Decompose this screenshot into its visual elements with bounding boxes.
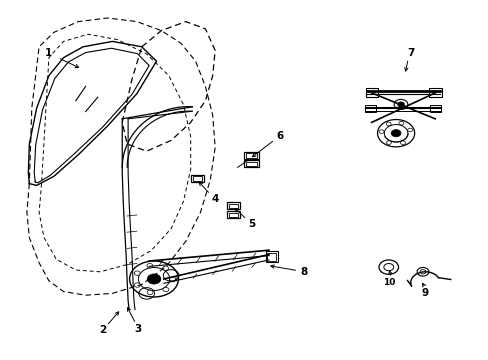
Circle shape <box>163 266 168 270</box>
Text: 4: 4 <box>211 194 219 204</box>
Text: 10: 10 <box>382 279 394 287</box>
Circle shape <box>146 264 152 268</box>
Circle shape <box>397 102 404 107</box>
Bar <box>265 251 277 262</box>
Circle shape <box>147 274 161 284</box>
Circle shape <box>378 130 383 134</box>
Circle shape <box>378 260 398 274</box>
Bar <box>244 152 259 159</box>
Text: 3: 3 <box>135 324 142 334</box>
Bar <box>227 211 239 218</box>
Circle shape <box>169 277 175 281</box>
Text: 6: 6 <box>276 131 283 141</box>
Text: 8: 8 <box>300 267 307 277</box>
Circle shape <box>134 283 140 287</box>
Bar <box>365 88 377 97</box>
Bar <box>228 204 237 208</box>
Circle shape <box>386 122 390 126</box>
Text: 5: 5 <box>248 219 255 229</box>
Bar <box>228 213 237 217</box>
Bar <box>428 88 441 97</box>
Circle shape <box>416 267 428 276</box>
Circle shape <box>390 130 400 137</box>
Circle shape <box>163 287 168 292</box>
Circle shape <box>398 121 403 125</box>
Text: 9: 9 <box>421 288 428 298</box>
Circle shape <box>147 290 153 294</box>
Text: 7: 7 <box>406 48 414 58</box>
Circle shape <box>377 120 414 147</box>
Bar <box>244 160 259 167</box>
Text: 1: 1 <box>45 48 52 58</box>
Bar <box>364 105 375 112</box>
Circle shape <box>386 141 390 144</box>
Circle shape <box>407 128 412 132</box>
Bar <box>429 105 440 112</box>
Circle shape <box>134 271 140 275</box>
Bar <box>192 176 202 181</box>
Bar <box>227 202 239 209</box>
Circle shape <box>400 141 405 145</box>
Circle shape <box>393 99 407 109</box>
Bar <box>245 153 256 158</box>
Circle shape <box>129 261 178 297</box>
Bar <box>245 162 256 166</box>
Bar <box>190 175 204 182</box>
Bar <box>266 253 275 261</box>
Text: 2: 2 <box>99 325 106 336</box>
